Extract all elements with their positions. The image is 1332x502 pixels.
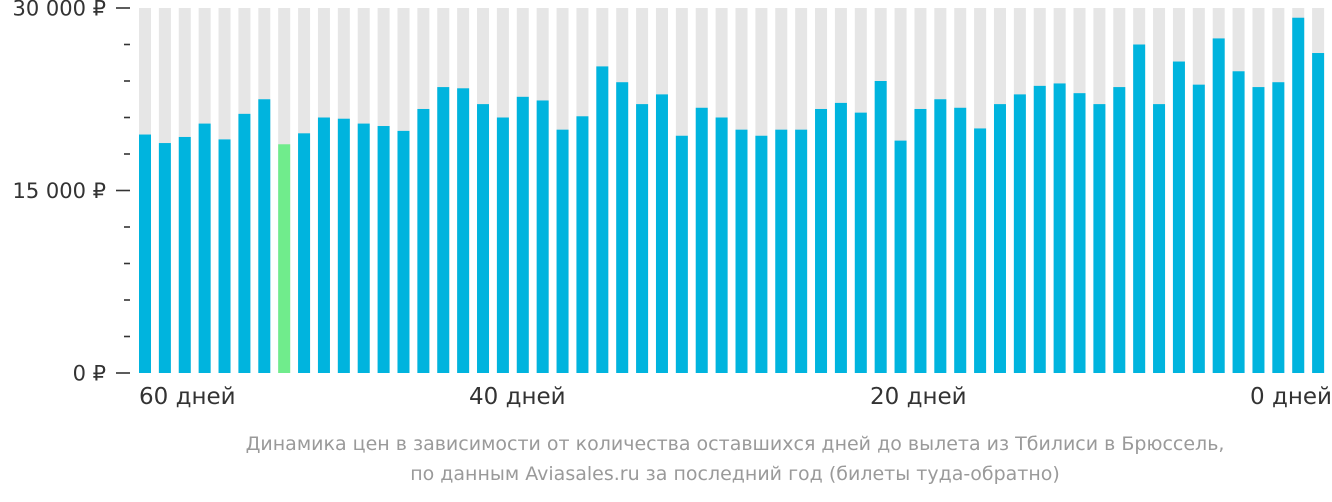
bar[interactable] [397, 130, 410, 373]
x-tick-label: 20 дней [870, 384, 967, 410]
bar[interactable] [1252, 87, 1265, 373]
bar[interactable] [954, 107, 967, 374]
bar[interactable] [1272, 82, 1285, 373]
bar[interactable] [755, 135, 768, 373]
bar[interactable] [1013, 94, 1026, 373]
bar[interactable] [735, 129, 748, 373]
bar[interactable] [934, 99, 947, 373]
bar[interactable] [1192, 84, 1205, 374]
bar[interactable] [1292, 17, 1305, 373]
bar[interactable] [775, 129, 788, 373]
bar[interactable] [317, 117, 330, 374]
bar[interactable] [636, 104, 649, 373]
bar[interactable] [457, 88, 470, 374]
bar[interactable] [974, 128, 987, 373]
bar[interactable] [675, 135, 688, 373]
bar[interactable] [834, 102, 847, 374]
x-axis: 60 дней 40 дней 20 дней 0 дней [139, 384, 1332, 410]
chart-caption-line-1: Динамика цен в зависимости от количества… [245, 433, 1225, 455]
y-tick-label: 15 000 ₽ [12, 179, 106, 203]
bar[interactable] [1153, 104, 1166, 373]
bar[interactable] [158, 143, 171, 373]
bar[interactable] [993, 104, 1006, 373]
bar[interactable] [516, 96, 529, 374]
bar[interactable] [1113, 87, 1126, 373]
bar[interactable] [139, 134, 151, 373]
bar[interactable] [815, 108, 828, 373]
chart-caption-line-2: по данным Aviasales.ru за последний год … [410, 463, 1060, 485]
bar[interactable] [1093, 104, 1106, 373]
bar[interactable] [715, 117, 728, 374]
background-stripes [139, 8, 1325, 373]
bar[interactable] [357, 123, 370, 373]
bar[interactable] [178, 136, 191, 373]
bar[interactable] [337, 118, 350, 373]
bar[interactable] [1033, 85, 1046, 373]
bar[interactable] [616, 82, 629, 373]
bar[interactable] [556, 129, 569, 373]
bar[interactable] [695, 107, 708, 374]
bar[interactable] [1232, 71, 1245, 374]
bar[interactable] [258, 99, 271, 373]
bar[interactable] [218, 139, 231, 373]
bar[interactable] [1133, 44, 1146, 374]
bar[interactable] [437, 87, 450, 373]
bar[interactable] [377, 126, 390, 374]
bar[interactable] [1073, 93, 1086, 374]
bar[interactable] [1312, 53, 1325, 374]
bar[interactable] [1172, 61, 1185, 374]
bar[interactable] [298, 133, 311, 373]
bar[interactable] [655, 94, 668, 373]
bar[interactable] [198, 123, 211, 373]
bar[interactable] [596, 66, 609, 374]
x-tick-label: 60 дней [139, 384, 236, 410]
bar[interactable] [1212, 38, 1225, 374]
bar[interactable] [795, 129, 808, 373]
bar[interactable] [576, 116, 589, 374]
bar[interactable] [1053, 83, 1066, 373]
bar-highlighted[interactable] [278, 144, 291, 373]
y-tick-label: 30 000 ₽ [12, 0, 106, 21]
bar[interactable] [536, 100, 549, 373]
x-tick-label: 0 дней [1250, 384, 1332, 410]
bar[interactable] [914, 108, 927, 373]
bar[interactable] [894, 140, 907, 373]
bar[interactable] [854, 112, 867, 373]
price-dynamics-chart: 30 000 ₽ 15 000 ₽ 0 ₽ 60 дней 40 дней 20 дне… [12, 0, 1332, 410]
bars [139, 17, 1325, 374]
bar[interactable] [417, 108, 430, 373]
y-axis: 30 000 ₽ 15 000 ₽ 0 ₽ [12, 0, 130, 386]
bar[interactable] [238, 113, 251, 373]
x-tick-label: 40 дней [469, 384, 566, 410]
bar[interactable] [496, 117, 509, 374]
bar[interactable] [477, 104, 490, 373]
bar[interactable] [874, 81, 887, 373]
y-tick-label: 0 ₽ [73, 362, 106, 386]
